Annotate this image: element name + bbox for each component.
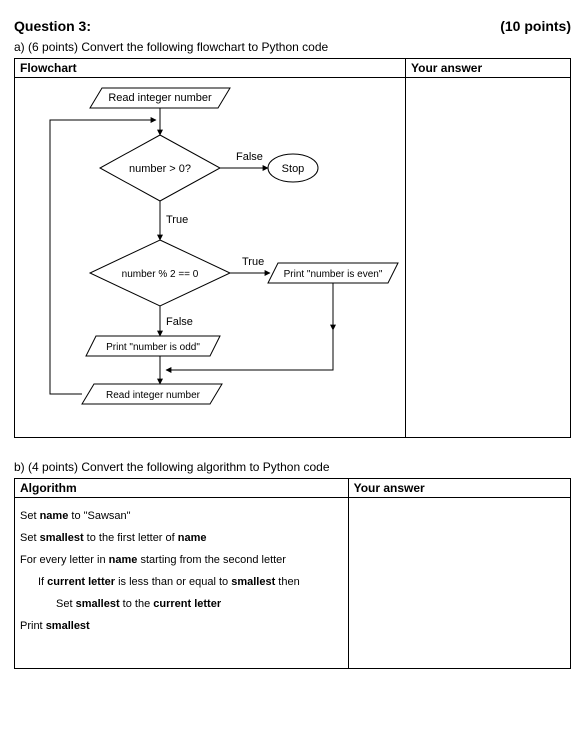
part-b-answer-cell [348, 498, 570, 669]
algo-line: Set name to "Sawsan" [20, 510, 343, 522]
node-dec1-text: number > 0? [129, 163, 191, 175]
part-a-col2: Your answer [406, 59, 571, 78]
algo-bold-word: smallest [76, 598, 120, 610]
question-points: (10 points) [500, 18, 571, 34]
algo-text: If [38, 576, 47, 588]
node-even-text: Print "number is even" [284, 269, 383, 280]
node-read1: Read integer number [90, 88, 230, 108]
algorithm-cell: Set name to "Sawsan"Set smallest to the … [15, 498, 349, 669]
node-odd: Print "number is odd" [86, 336, 220, 356]
node-read2-text: Read integer number [106, 390, 201, 401]
algo-text: Set [20, 510, 40, 522]
algo-line: For every letter in name starting from t… [20, 554, 343, 566]
part-b-label: b) [14, 460, 25, 474]
node-read1-text: Read integer number [108, 92, 212, 104]
algo-text: is less than or equal to [115, 576, 231, 588]
node-dec2-text: number % 2 == 0 [122, 269, 199, 280]
algo-bold-word: name [109, 554, 138, 566]
part-b-col1: Algorithm [15, 479, 349, 498]
algo-text: Set [20, 532, 40, 544]
part-b-prompt: b) (4 points) Convert the following algo… [14, 460, 571, 474]
algo-text: Set [56, 598, 76, 610]
algo-bold-word: name [40, 510, 69, 522]
edge-false1: False [236, 151, 263, 163]
flowchart-svg: Read integer number number > 0? False St… [20, 80, 400, 435]
algo-text: to "Sawsan" [68, 510, 130, 522]
algo-bold-word: current letter [47, 576, 115, 588]
edge-true2: True [242, 256, 264, 268]
algo-bold-word: smallest [40, 532, 84, 544]
question-title: Question 3: [14, 18, 91, 34]
edge-true1: True [166, 214, 188, 226]
part-b-col2: Your answer [348, 479, 570, 498]
edge-false2: False [166, 316, 193, 328]
node-dec1: number > 0? [100, 135, 220, 201]
part-a-text: (6 points) Convert the following flowcha… [28, 40, 328, 54]
algo-bold-word: current letter [153, 598, 221, 610]
part-a-label: a) [14, 40, 25, 54]
part-a-answer-cell [406, 78, 571, 438]
algo-line: Print smallest [20, 620, 343, 632]
node-dec2: number % 2 == 0 [90, 240, 230, 306]
node-read2: Read integer number [82, 384, 222, 404]
part-a-col1: Flowchart [15, 59, 406, 78]
question-header: Question 3: (10 points) [14, 18, 571, 34]
algo-bold-word: smallest [46, 620, 90, 632]
algo-line: If current letter is less than or equal … [38, 576, 343, 588]
node-even: Print "number is even" [268, 263, 398, 283]
part-b-table: Algorithm Your answer Set name to "Sawsa… [14, 478, 571, 669]
algo-line: Set smallest to the current letter [56, 598, 343, 610]
algo-line: Set smallest to the first letter of name [20, 532, 343, 544]
algo-text: starting from the second letter [137, 554, 286, 566]
algo-bold-word: name [178, 532, 207, 544]
node-stop: Stop [268, 154, 318, 182]
algo-text: then [275, 576, 299, 588]
node-odd-text: Print "number is odd" [106, 342, 200, 353]
algo-text: For every letter in [20, 554, 109, 566]
part-b-text: (4 points) Convert the following algorit… [28, 460, 330, 474]
algo-text: Print [20, 620, 46, 632]
part-a-table: Flowchart Your answer Read integer numbe… [14, 58, 571, 438]
node-stop-text: Stop [282, 163, 305, 175]
algo-bold-word: smallest [231, 576, 275, 588]
flowchart-cell: Read integer number number > 0? False St… [15, 78, 406, 438]
part-a-prompt: a) (6 points) Convert the following flow… [14, 40, 571, 54]
algo-text: to the first letter of [84, 532, 178, 544]
algo-text: to the [120, 598, 154, 610]
